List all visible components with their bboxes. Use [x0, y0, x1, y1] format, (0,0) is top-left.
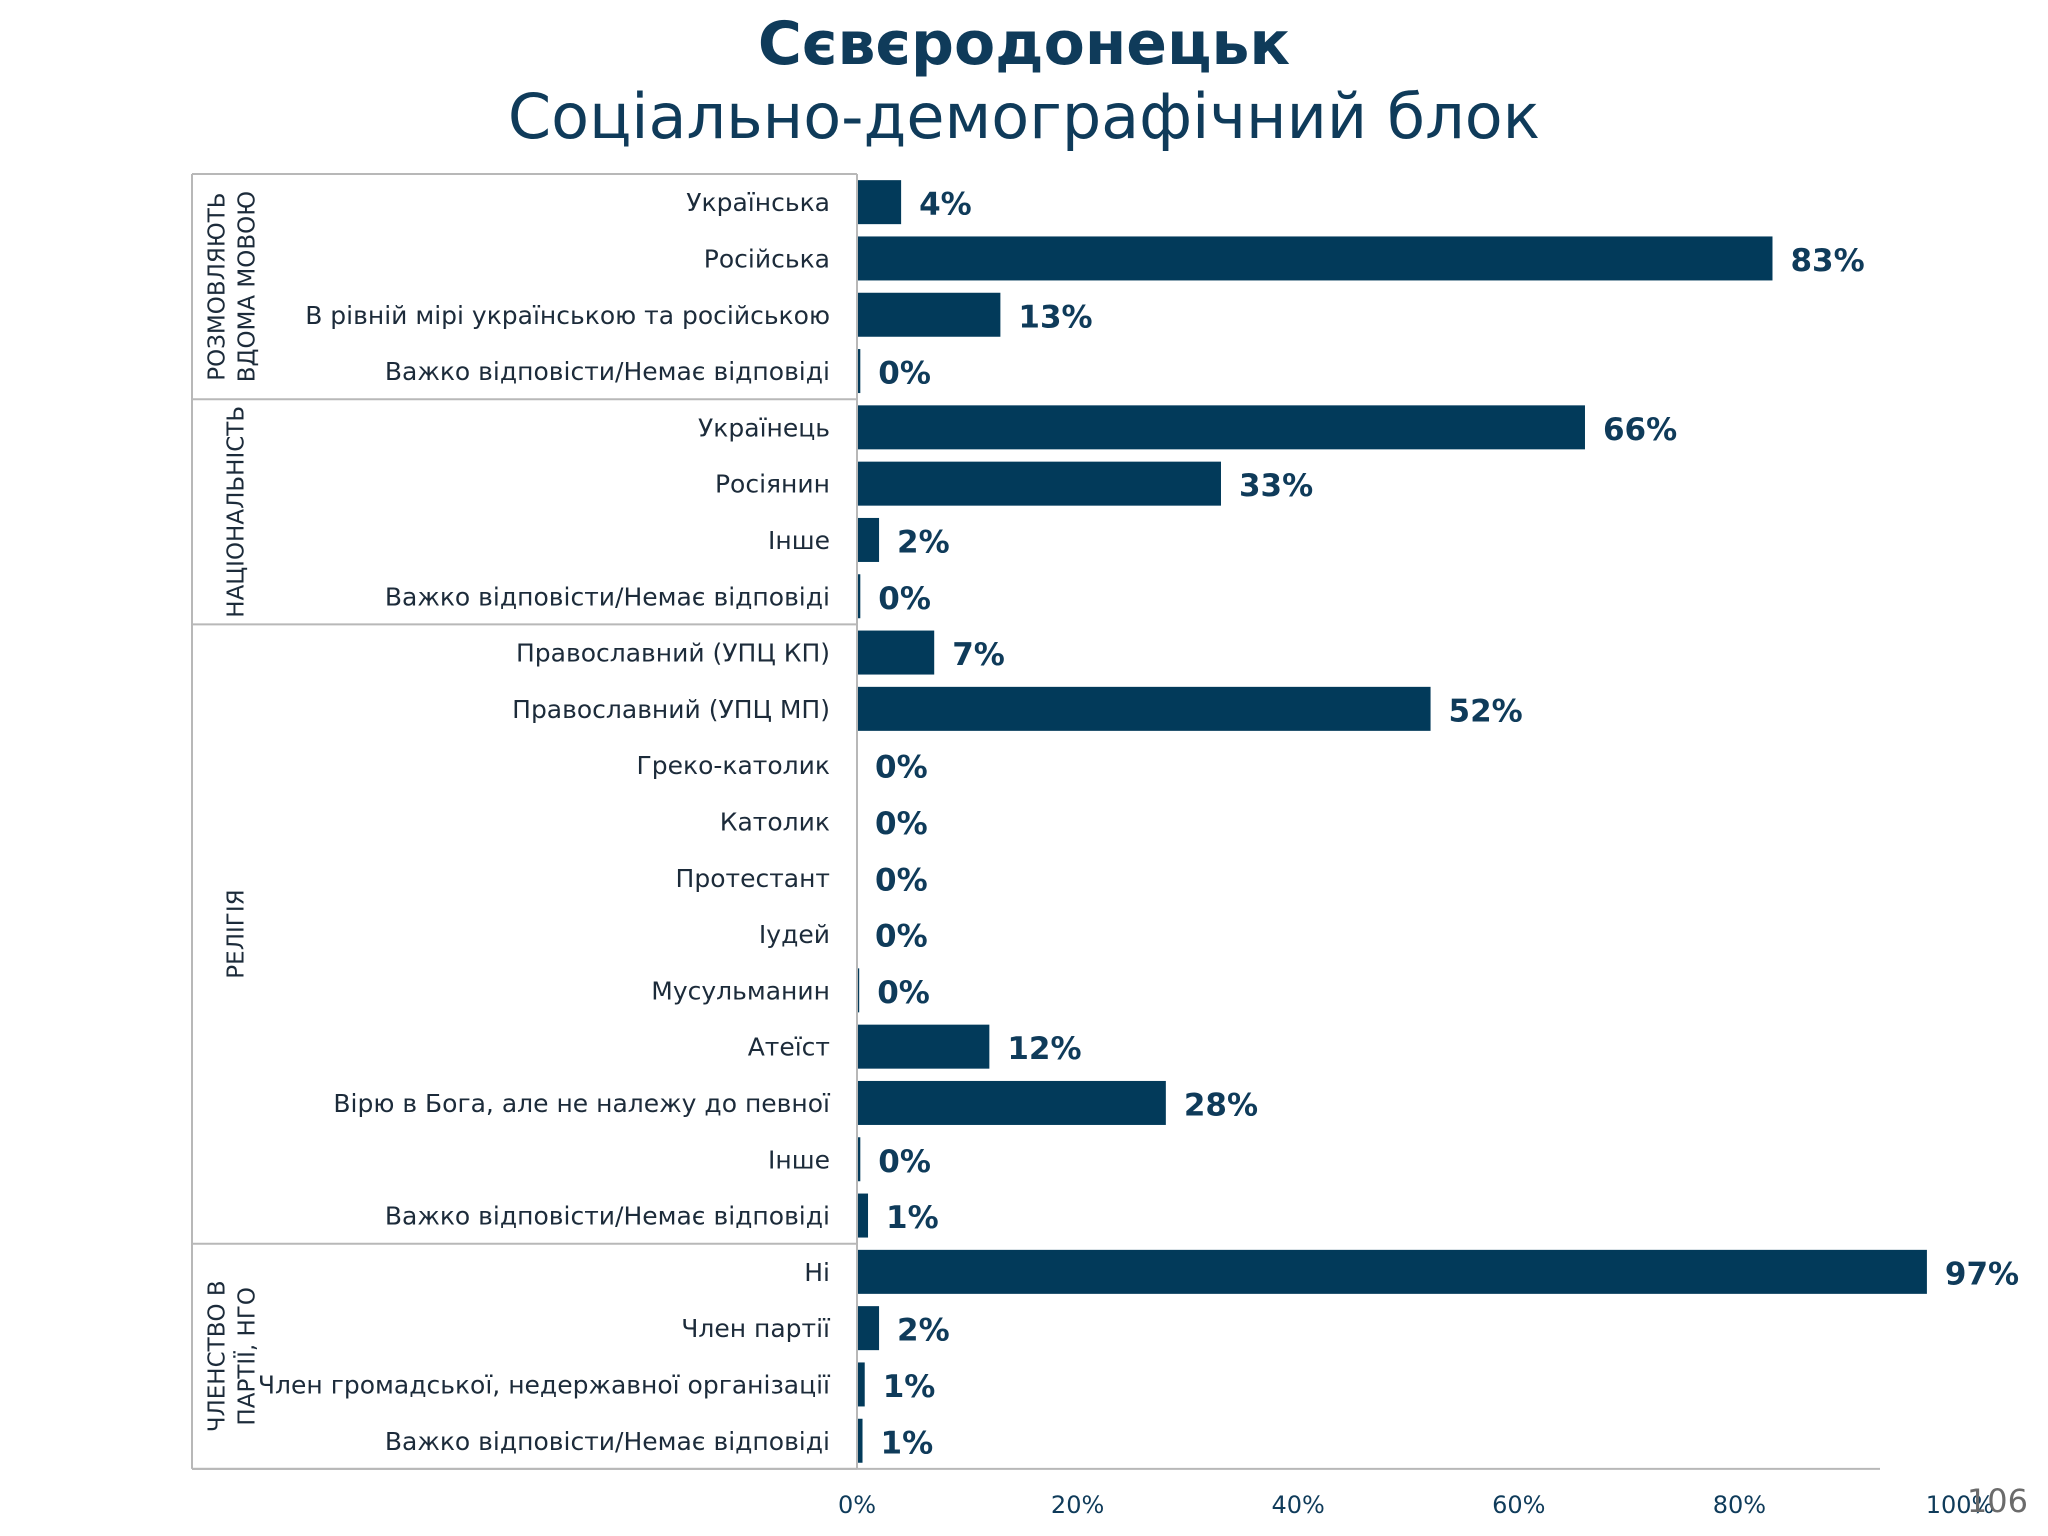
value-label: 1%: [886, 1200, 939, 1236]
bar-3-0: [857, 1249, 1927, 1294]
bar-3-3: [857, 1418, 863, 1463]
group-label: ЧЛЕНСТВО В: [205, 1280, 231, 1432]
value-label: 2%: [897, 1313, 950, 1349]
bar-2-1: [857, 686, 1431, 731]
category-label: Член партії: [681, 1314, 831, 1343]
bar-3-2: [857, 1362, 865, 1407]
x-tick-label: 20%: [1051, 1491, 1104, 1519]
value-label: 13%: [1018, 299, 1092, 335]
value-label: 0%: [875, 919, 928, 955]
bar-2-7: [857, 1024, 990, 1069]
group-label: ПАРТІЇ, НГО: [233, 1287, 261, 1426]
bar-1-1: [857, 461, 1221, 506]
category-label: Росіянин: [715, 470, 830, 499]
chart-subtitle: Соціально-демографічний блок: [507, 80, 1541, 153]
category-label: Українська: [686, 188, 830, 217]
bar-3-1: [857, 1306, 880, 1351]
value-label: 7%: [952, 637, 1005, 673]
bar-2-8: [857, 1080, 1166, 1125]
value-label: 4%: [919, 187, 972, 223]
category-label: Важко відповісти/Немає відповіді: [385, 582, 830, 611]
value-label: 0%: [877, 975, 930, 1011]
x-tick-label: 100%: [1926, 1491, 1995, 1519]
value-label: 52%: [1449, 693, 1523, 729]
group-label: ВДОМА МОВОЮ: [235, 191, 261, 382]
category-label: Іудей: [759, 920, 830, 949]
bar-1-2: [857, 517, 880, 562]
category-label: Інше: [768, 1145, 830, 1174]
value-label: 83%: [1790, 243, 1864, 279]
x-tick-label: 80%: [1713, 1491, 1766, 1519]
category-label: Католик: [720, 807, 830, 836]
category-label: Інше: [768, 526, 830, 555]
bar-0-2: [857, 292, 1001, 337]
category-label: Російська: [704, 244, 830, 273]
category-label: Важко відповісти/Немає відповіді: [385, 357, 830, 386]
value-label: 33%: [1239, 468, 1313, 504]
category-label: Греко-католик: [636, 751, 830, 780]
value-label: 2%: [897, 524, 950, 560]
category-label: Член громадської, недержавної організаці…: [258, 1370, 831, 1399]
category-label: Мусульманин: [651, 976, 830, 1005]
bar-0-3: [857, 349, 861, 394]
chart-title: Сєвєродонецьк: [757, 9, 1291, 79]
bar-2-6: [857, 968, 860, 1013]
category-label: Православний (УПЦ КП): [516, 639, 830, 668]
value-label: 66%: [1603, 412, 1677, 448]
category-label: Протестант: [676, 864, 830, 893]
value-label: 0%: [878, 581, 931, 617]
bar-0-1: [857, 236, 1773, 281]
bar-0-0: [857, 180, 902, 225]
value-label: 0%: [878, 1144, 931, 1180]
category-label: Важко відповісти/Немає відповіді: [385, 1202, 830, 1231]
value-label: 28%: [1184, 1087, 1258, 1123]
value-label: 1%: [883, 1369, 936, 1405]
category-label: Атеїст: [748, 1033, 830, 1062]
title-block: Сєвєродонецьк Соціально-демографічний бл…: [0, 6, 2048, 152]
value-label: 1%: [881, 1425, 934, 1461]
x-tick-label: 60%: [1492, 1491, 1545, 1519]
group-label: РОЗМОВЛЯЮТЬ: [205, 192, 231, 380]
category-label: Українець: [698, 413, 830, 442]
bar-1-0: [857, 405, 1585, 450]
value-label: 0%: [878, 356, 931, 392]
category-label: В рівній мірі українською та російською: [305, 301, 830, 330]
bar-2-0: [857, 630, 935, 675]
category-label: Ні: [804, 1258, 830, 1287]
value-label: 0%: [875, 862, 928, 898]
category-label: Православний (УПЦ МП): [512, 695, 830, 724]
value-label: 0%: [875, 806, 928, 842]
group-label: РЕЛІГІЯ: [224, 889, 250, 978]
value-label: 0%: [875, 750, 928, 786]
bar-2-10: [857, 1193, 869, 1238]
page-number: 106: [1966, 1482, 2028, 1520]
bar-2-9: [857, 1137, 861, 1182]
value-label: 12%: [1007, 1031, 1081, 1067]
value-label: 97%: [1945, 1256, 2019, 1292]
bar-1-3: [857, 574, 861, 619]
category-label: Важко відповісти/Немає відповіді: [385, 1427, 830, 1456]
group-label: НАЦІОНАЛЬНІСТЬ: [224, 406, 250, 618]
x-tick-label: 0%: [838, 1491, 876, 1519]
category-label: Вірю в Бога, але не належу до певної: [333, 1089, 831, 1118]
x-tick-label: 40%: [1272, 1491, 1325, 1519]
